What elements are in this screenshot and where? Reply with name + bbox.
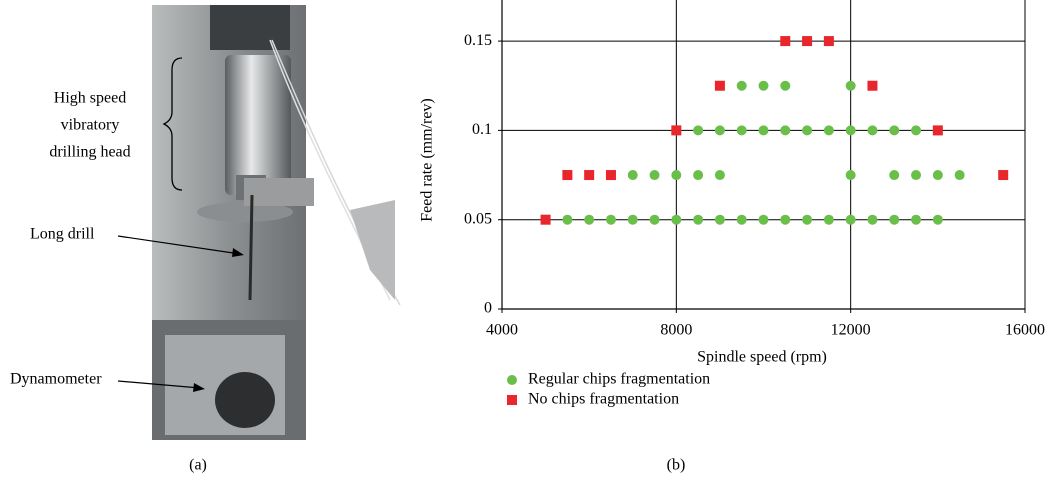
data-point (933, 215, 943, 225)
data-point (562, 170, 572, 180)
data-point (780, 125, 790, 135)
data-point (802, 215, 812, 225)
data-point (562, 215, 572, 225)
data-point (715, 125, 725, 135)
data-point (889, 125, 899, 135)
data-point (802, 36, 812, 46)
data-point (780, 81, 790, 91)
caption: (a) (189, 457, 207, 474)
data-point (889, 215, 899, 225)
data-point (628, 215, 638, 225)
legend-label: Regular chips fragmentation (528, 371, 710, 388)
data-point (780, 36, 790, 46)
data-point (824, 125, 834, 135)
data-point (737, 125, 747, 135)
data-point (606, 170, 616, 180)
data-point (650, 215, 660, 225)
data-point (541, 215, 551, 225)
data-point (802, 125, 812, 135)
data-point (671, 125, 681, 135)
y-tick-label: 0.15 (464, 32, 492, 49)
data-point (846, 125, 856, 135)
photo-label: Dynamometer (10, 371, 102, 388)
data-point (933, 170, 943, 180)
legend-marker (507, 375, 517, 385)
data-point (737, 215, 747, 225)
data-point (780, 215, 790, 225)
data-point (846, 215, 856, 225)
data-point (824, 215, 834, 225)
data-point (650, 170, 660, 180)
figure: High speed vibratory drilling head Long … (0, 0, 1054, 482)
data-point (671, 170, 681, 180)
data-point (715, 170, 725, 180)
data-point (693, 215, 703, 225)
data-point (911, 170, 921, 180)
data-point (824, 36, 834, 46)
data-point (759, 81, 769, 91)
y-tick-label: 0.1 (472, 121, 492, 138)
data-point (867, 215, 877, 225)
caption: (b) (667, 457, 686, 474)
data-point (693, 125, 703, 135)
photo-label: vibratory (61, 117, 120, 134)
data-point (584, 215, 594, 225)
data-point (867, 81, 877, 91)
legend-marker (507, 395, 517, 405)
data-point (759, 125, 769, 135)
data-point (693, 170, 703, 180)
data-point (911, 125, 921, 135)
legend-label: No chips fragmentation (528, 391, 679, 408)
data-point (759, 215, 769, 225)
photo-label: drilling head (49, 144, 130, 161)
data-point (671, 215, 681, 225)
x-tick-label: 8000 (660, 322, 692, 339)
y-tick-label: 0.05 (464, 210, 492, 227)
data-point (889, 170, 899, 180)
data-point (606, 215, 616, 225)
photo (152, 5, 400, 440)
photo-label: High speed (54, 90, 126, 107)
data-point (998, 170, 1008, 180)
x-tick-label: 16000 (1005, 322, 1045, 339)
data-point (584, 170, 594, 180)
data-point (715, 215, 725, 225)
data-point (846, 81, 856, 91)
y-axis-label: Feed rate (mm/rev) (419, 98, 436, 222)
data-point (628, 170, 638, 180)
y-tick-label: 0 (484, 300, 492, 317)
x-axis-label: Spindle speed (rpm) (697, 349, 827, 366)
data-point (911, 215, 921, 225)
x-tick-label: 12000 (831, 322, 871, 339)
data-point (933, 125, 943, 135)
data-point (715, 81, 725, 91)
data-point (955, 170, 965, 180)
data-point (846, 170, 856, 180)
data-point (737, 81, 747, 91)
data-point (867, 125, 877, 135)
photo-label: Long drill (30, 226, 95, 243)
x-tick-label: 4000 (486, 322, 518, 339)
